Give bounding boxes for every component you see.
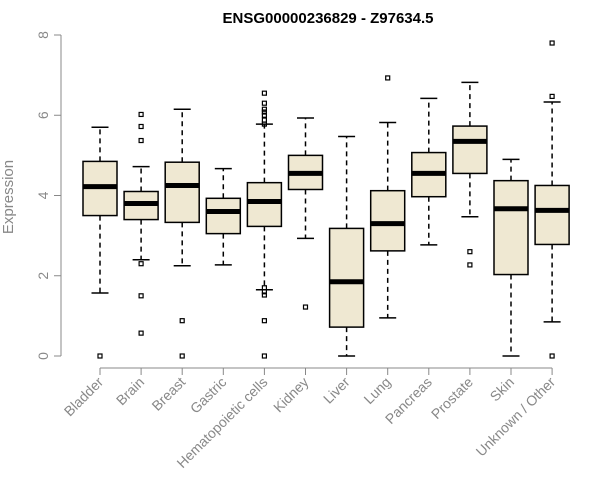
- x-tick-label: Skin: [487, 374, 518, 405]
- y-tick-label: 2: [35, 272, 51, 280]
- box-skin: [493, 158, 529, 357]
- outlier-point: [138, 137, 144, 144]
- box-liver: [328, 135, 365, 357]
- outlier-point: [261, 289, 267, 295]
- outlier-point: [549, 353, 555, 359]
- box-body: [205, 197, 242, 235]
- outlier-point: [261, 318, 267, 324]
- outlier-point: [179, 353, 185, 359]
- box-breast: [164, 108, 200, 359]
- box-body: [246, 181, 283, 228]
- outlier-point: [261, 117, 267, 123]
- outlier-point: [138, 330, 144, 336]
- box-pancreas: [411, 97, 447, 246]
- y-tick-label: 6: [35, 111, 51, 119]
- outlier-point: [302, 304, 309, 310]
- outlier-point: [179, 318, 185, 324]
- box-brain: [123, 111, 159, 336]
- chart-title: ENSG00000236829 - Z97634.5: [223, 10, 434, 27]
- outlier-point: [138, 293, 144, 299]
- box-lung: [369, 75, 406, 319]
- x-tick-label: Breast: [148, 374, 188, 414]
- outlier-point: [467, 249, 473, 255]
- outlier-point: [138, 123, 144, 130]
- y-tick-label: 0: [35, 352, 51, 360]
- x-tick-label: Prostate: [428, 374, 476, 422]
- box-plots: [82, 40, 570, 359]
- box-gastric: [205, 167, 242, 266]
- box-body: [493, 179, 529, 276]
- outlier-point: [261, 109, 267, 115]
- x-tick-label: Kidney: [270, 374, 312, 416]
- box-prostate: [452, 81, 488, 268]
- box-body: [534, 184, 570, 246]
- y-tick-label: 4: [35, 191, 51, 199]
- x-tick-label: Lung: [360, 374, 393, 407]
- x-tick-label: Bladder: [61, 374, 107, 420]
- outlier-point: [138, 261, 144, 267]
- box-bladder: [82, 126, 118, 359]
- outlier-point: [261, 292, 267, 298]
- box-hematopoietic-cells: [246, 90, 283, 359]
- box-body: [369, 189, 406, 252]
- y-axis-label: Expression: [0, 160, 17, 234]
- outlier-point: [261, 90, 267, 96]
- box-kidney: [287, 117, 324, 310]
- box-body: [164, 161, 200, 224]
- outlier-point: [138, 111, 144, 118]
- outlier-point: [97, 353, 103, 359]
- x-tick-label: Liver: [320, 374, 353, 407]
- outlier-point: [261, 106, 267, 112]
- x-tick-label: Brain: [113, 374, 147, 408]
- outlier-point: [549, 40, 555, 46]
- box-body: [452, 125, 488, 175]
- outlier-point: [385, 75, 391, 81]
- box-body: [328, 227, 365, 328]
- outlier-point: [261, 100, 267, 106]
- y-axis: 0 2 4 6 8: [35, 31, 62, 360]
- y-tick-label: 8: [35, 31, 51, 39]
- outlier-point: [261, 353, 267, 359]
- box-unknown-other: [534, 40, 570, 359]
- outlier-point: [261, 121, 267, 127]
- outlier-point: [261, 112, 267, 118]
- outlier-point: [549, 93, 555, 99]
- outlier-point: [467, 262, 473, 268]
